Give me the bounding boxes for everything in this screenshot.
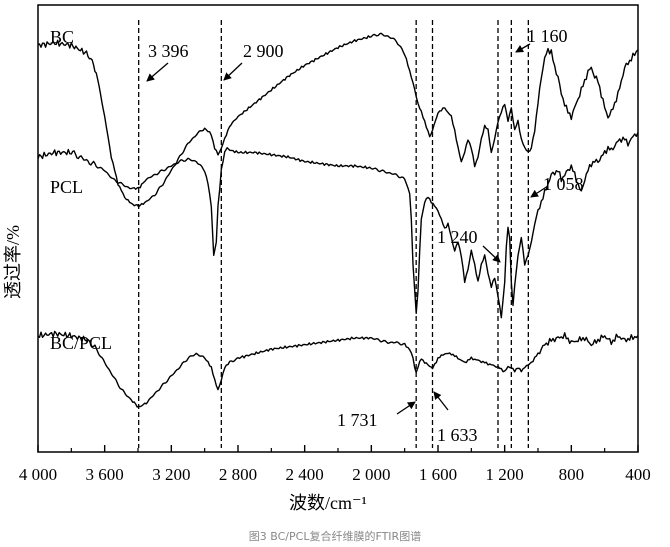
x-tick-label-2800: 2 800 bbox=[219, 465, 257, 484]
plot-frame bbox=[37, 4, 639, 453]
peak-arrow-3396 bbox=[146, 62, 169, 82]
series-line-bc-pcl bbox=[37, 330, 639, 408]
peak-label-1240: 1 240 bbox=[437, 227, 478, 247]
x-tick-label-2000: 2 000 bbox=[352, 465, 390, 484]
peak-arrow-1731 bbox=[396, 401, 416, 415]
series-line-pcl bbox=[37, 132, 639, 319]
peak-arrow-1633 bbox=[433, 391, 449, 411]
series-label-PCL: PCL bbox=[50, 177, 83, 197]
series-label-BC: BC bbox=[50, 27, 74, 47]
series-line-bc bbox=[37, 32, 639, 208]
x-tick-label-1600: 1 600 bbox=[419, 465, 457, 484]
x-tick-label-4000: 4 000 bbox=[19, 465, 57, 484]
peak-label-1058: 1 058 bbox=[543, 174, 584, 194]
x-tick-label-800: 800 bbox=[559, 465, 585, 484]
peak-label-2900: 2 900 bbox=[243, 41, 284, 61]
peak-arrow-2900 bbox=[223, 62, 243, 81]
x-tick-label-400: 400 bbox=[625, 465, 651, 484]
figure-caption: 图3 BC/PCL复合纤维膜的FTIR图谱 bbox=[249, 529, 421, 543]
y-axis-label: 透过率/% bbox=[3, 225, 23, 299]
peak-arrow-1240 bbox=[482, 245, 501, 263]
peak-label-1731: 1 731 bbox=[337, 410, 378, 430]
x-tick-label-3200: 3 200 bbox=[152, 465, 190, 484]
series-label-BCPCL: BC/PCL bbox=[50, 333, 112, 353]
peak-label-1160: 1 160 bbox=[527, 26, 568, 46]
peak-label-1633: 1 633 bbox=[437, 425, 478, 445]
peak-arrow-1160 bbox=[515, 43, 531, 53]
x-tick-label-1200: 1 200 bbox=[486, 465, 524, 484]
peak-arrow-1058 bbox=[530, 185, 549, 198]
peak-label-3396: 3 396 bbox=[148, 41, 189, 61]
x-axis-label: 波数/cm⁻¹ bbox=[289, 493, 367, 513]
x-tick-label-2400: 2 400 bbox=[286, 465, 324, 484]
x-tick-label-3600: 3 600 bbox=[86, 465, 124, 484]
